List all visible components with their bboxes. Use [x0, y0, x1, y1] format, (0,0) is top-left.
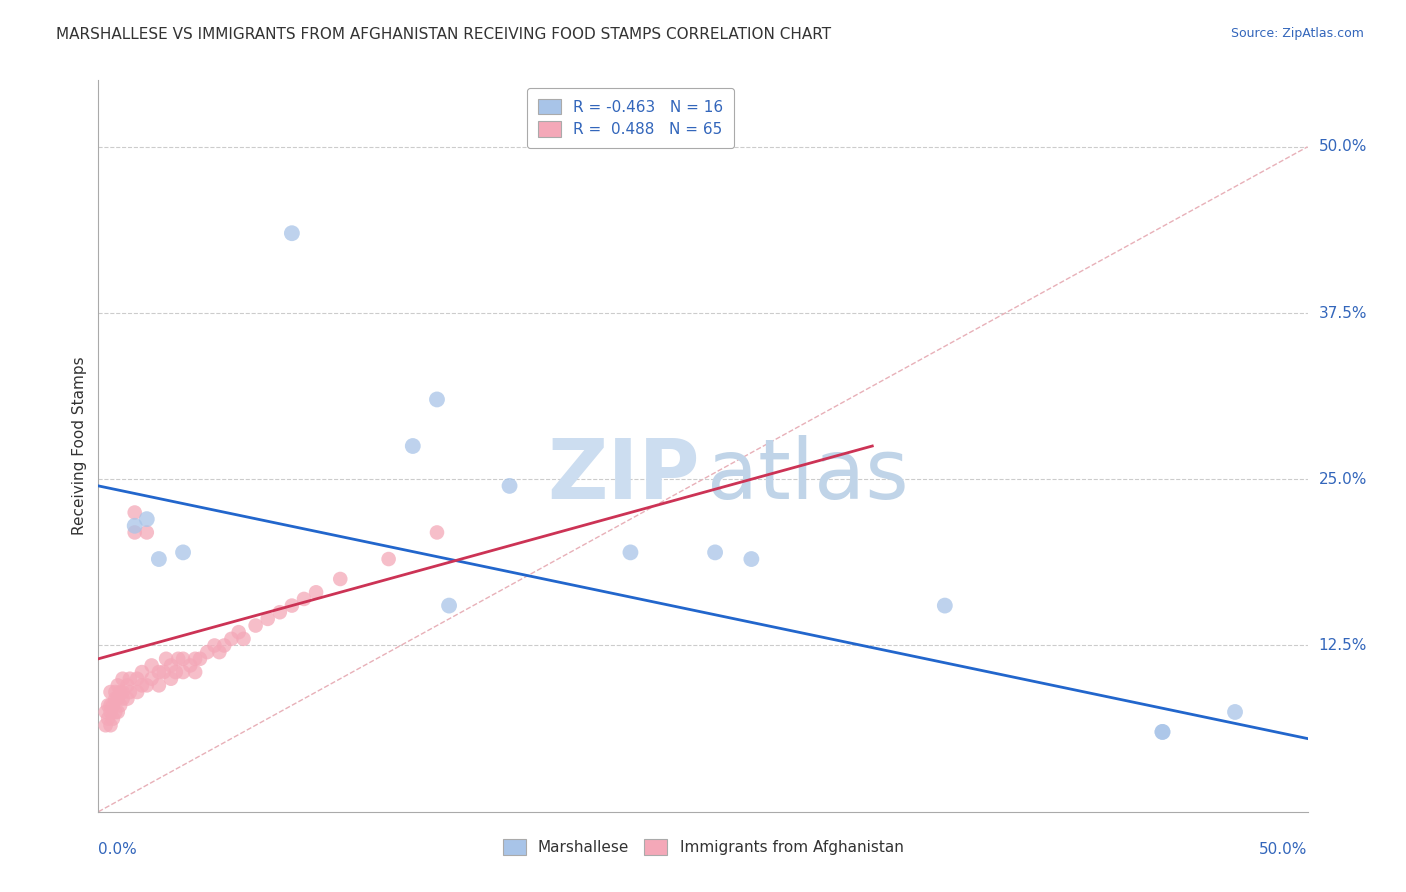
Point [135, 678, 157, 692]
Point [179, 658, 201, 673]
Point [135, 525, 157, 540]
Point [204, 639, 226, 653]
Point [228, 625, 250, 640]
Point [101, 698, 124, 713]
Point [127, 672, 149, 686]
Legend: R = -0.463   N = 16, R =  0.488   N = 65: R = -0.463 N = 16, R = 0.488 N = 65 [527, 88, 734, 148]
Point [426, 392, 449, 407]
Point [108, 698, 131, 713]
Point [256, 612, 278, 626]
Point [124, 525, 146, 540]
Point [184, 665, 207, 679]
Point [104, 705, 127, 719]
Point [117, 678, 139, 692]
Point [135, 512, 157, 526]
Point [619, 545, 641, 559]
Point [107, 678, 129, 692]
Point [172, 545, 194, 559]
Point [97, 712, 120, 726]
Point [269, 605, 291, 619]
Point [212, 639, 235, 653]
Point [402, 439, 425, 453]
Point [104, 691, 127, 706]
Text: 25.0%: 25.0% [1319, 472, 1367, 487]
Point [245, 618, 267, 632]
Point [184, 652, 207, 666]
Text: 37.5%: 37.5% [1319, 306, 1367, 320]
Point [377, 552, 399, 566]
Point [498, 479, 520, 493]
Point [117, 691, 139, 706]
Point [111, 691, 134, 706]
Point [141, 672, 163, 686]
Point [188, 652, 211, 666]
Point [1152, 725, 1174, 739]
Point [167, 652, 190, 666]
Point [107, 691, 129, 706]
Point [160, 658, 183, 673]
Point [740, 552, 762, 566]
Point [155, 652, 177, 666]
Text: Source: ZipAtlas.com: Source: ZipAtlas.com [1230, 27, 1364, 40]
Point [94, 718, 117, 732]
Point [172, 652, 194, 666]
Point [118, 672, 141, 686]
Text: 12.5%: 12.5% [1319, 638, 1367, 653]
Y-axis label: Receiving Food Stamps: Receiving Food Stamps [72, 357, 87, 535]
Point [141, 658, 163, 673]
Point [160, 672, 183, 686]
Text: 50.0%: 50.0% [1260, 842, 1308, 857]
Point [208, 645, 231, 659]
Point [148, 552, 170, 566]
Point [131, 678, 153, 692]
Point [107, 705, 129, 719]
Point [111, 685, 134, 699]
Point [148, 678, 170, 692]
Point [101, 712, 124, 726]
Point [94, 705, 117, 719]
Point [232, 632, 254, 646]
Point [195, 645, 218, 659]
Point [100, 718, 122, 732]
Point [437, 599, 460, 613]
Text: 50.0%: 50.0% [1319, 139, 1367, 154]
Text: 0.0%: 0.0% [98, 842, 138, 857]
Point [124, 518, 146, 533]
Point [934, 599, 956, 613]
Point [281, 599, 304, 613]
Point [97, 698, 120, 713]
Point [152, 665, 174, 679]
Point [108, 685, 131, 699]
Point [100, 698, 122, 713]
Point [221, 632, 243, 646]
Point [704, 545, 727, 559]
Point [305, 585, 328, 599]
Point [292, 591, 315, 606]
Point [1152, 725, 1174, 739]
Text: atlas: atlas [707, 434, 908, 516]
Point [127, 685, 149, 699]
Point [148, 665, 170, 679]
Point [426, 525, 449, 540]
Text: ZIP: ZIP [547, 434, 699, 516]
Point [124, 506, 146, 520]
Point [281, 226, 304, 240]
Point [118, 685, 141, 699]
Point [165, 665, 187, 679]
Point [104, 685, 127, 699]
Point [111, 672, 134, 686]
Text: MARSHALLESE VS IMMIGRANTS FROM AFGHANISTAN RECEIVING FOOD STAMPS CORRELATION CHA: MARSHALLESE VS IMMIGRANTS FROM AFGHANIST… [56, 27, 831, 42]
Point [172, 665, 194, 679]
Point [100, 685, 122, 699]
Point [131, 665, 153, 679]
Point [100, 705, 122, 719]
Point [329, 572, 352, 586]
Point [1223, 705, 1246, 719]
